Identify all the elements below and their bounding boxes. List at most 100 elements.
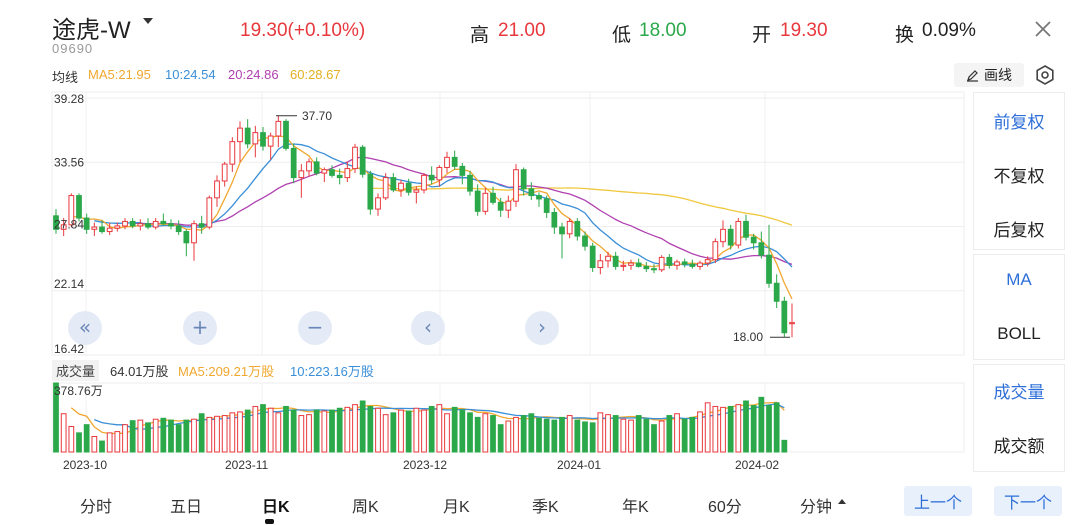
- stock-name[interactable]: 途虎-W: [52, 17, 131, 44]
- volume-bar: [359, 400, 366, 453]
- volume-bar: [160, 417, 167, 453]
- kline-chart[interactable]: 39.28 33.56 27.84 22.14 16.42 2023-10 2023-11 2…: [0, 85, 975, 485]
- fq-none-option[interactable]: 不复权: [993, 167, 1045, 186]
- zoom-out-icon[interactable]: −: [298, 311, 332, 345]
- next-stock-button[interactable]: 下一个: [994, 486, 1062, 516]
- tab-month-k[interactable]: 月K: [443, 499, 470, 516]
- tab-minute[interactable]: 分钟: [800, 499, 833, 516]
- candle-body: [513, 169, 519, 202]
- fq-front-option[interactable]: 前复权: [993, 113, 1045, 132]
- chart-nav-controls[interactable]: « + − ‹ ›: [68, 311, 559, 345]
- candle-body: [145, 223, 151, 228]
- volume-bar: [720, 406, 726, 453]
- candle-body: [666, 256, 673, 266]
- candle-body: [436, 166, 443, 181]
- volume-bar: [313, 409, 320, 453]
- settings-icon[interactable]: [1034, 64, 1056, 86]
- volume-bar: [352, 404, 358, 453]
- volume-bar: [244, 409, 251, 453]
- volume-value: 64.01万股: [110, 364, 169, 379]
- volume-bar: [53, 382, 59, 453]
- pan-right-icon[interactable]: ›: [525, 311, 559, 345]
- candle-body: [451, 156, 458, 167]
- volume-bar: [589, 422, 596, 453]
- candle-body: [459, 165, 466, 176]
- pan-left-icon-glyph: ‹: [424, 315, 432, 339]
- candle-body: [727, 228, 734, 246]
- candle-body: [321, 169, 328, 174]
- volume-bar: [597, 412, 604, 453]
- tab-year-k[interactable]: 年K: [622, 499, 649, 516]
- draw-line-button[interactable]: 画线: [954, 63, 1024, 87]
- volume-title: 成交量: [52, 360, 100, 381]
- volume-bar: [505, 420, 512, 453]
- candle-body: [290, 147, 297, 179]
- volume-bar: [490, 415, 496, 453]
- volume-bar: [750, 405, 757, 453]
- candle-body: [352, 146, 358, 170]
- volume-bar: [467, 412, 473, 453]
- tab-quarter-k[interactable]: 季K: [532, 499, 559, 516]
- volume-bar: [114, 431, 121, 453]
- candle-body: [497, 201, 504, 211]
- rewind-icon-glyph: «: [79, 315, 91, 339]
- price-tick-label: 39.28: [54, 92, 84, 106]
- candle-body: [106, 227, 113, 233]
- candle-body: [697, 262, 703, 267]
- pan-left-icon[interactable]: ‹: [411, 311, 445, 345]
- tab-day-k[interactable]: 日K: [262, 499, 290, 516]
- draw-line-label: 画线: [984, 67, 1012, 83]
- candle-body: [137, 223, 144, 227]
- volume-bar: [712, 405, 719, 453]
- volume-bar: [129, 420, 136, 453]
- prev-stock-button[interactable]: 上一个: [904, 486, 972, 516]
- candle-body: [221, 163, 228, 182]
- volume-bar: [76, 432, 82, 453]
- volume-bar: [735, 404, 742, 453]
- indicator-ma-option[interactable]: MA: [1006, 270, 1032, 289]
- indicator-boll-option[interactable]: BOLL: [997, 324, 1041, 343]
- candle-body: [612, 255, 619, 267]
- stock-switch-caret-icon[interactable]: [143, 18, 153, 24]
- volume-bar: [175, 424, 182, 453]
- subchart-amount-option[interactable]: 成交额: [993, 437, 1045, 456]
- volume-bar: [275, 412, 282, 453]
- subchart-volume-option[interactable]: 成交量: [993, 383, 1045, 402]
- volume-bar: [298, 415, 305, 453]
- candle-body: [704, 259, 711, 264]
- tab-five-day[interactable]: 五日: [170, 499, 203, 516]
- tab-week-k[interactable]: 周K: [352, 499, 379, 516]
- candle-body: [83, 217, 90, 230]
- candle-body: [536, 195, 542, 200]
- volume-bar: [543, 418, 550, 453]
- volume-bar: [758, 396, 765, 453]
- minute-caret-icon[interactable]: [838, 499, 846, 504]
- volume-bar: [237, 411, 243, 453]
- candle-body: [122, 220, 128, 227]
- candle-body: [620, 264, 627, 267]
- tab-intraday[interactable]: 分时: [80, 499, 113, 516]
- close-icon[interactable]: [1032, 18, 1054, 40]
- rewind-icon[interactable]: «: [68, 311, 102, 345]
- candle-body: [91, 226, 98, 230]
- zoom-out-icon-bg: [298, 311, 332, 345]
- candle-body: [68, 195, 75, 226]
- volume-bar: [145, 422, 151, 453]
- candle-body: [574, 220, 581, 237]
- tab-60min[interactable]: 60分: [708, 499, 742, 516]
- candle-body: [421, 174, 427, 191]
- date-tick-label: 2024-02: [735, 458, 779, 472]
- volume-bar: [229, 412, 236, 453]
- indicator-group: [973, 254, 1065, 360]
- volume-bar: [122, 424, 128, 453]
- volume-bar: [329, 409, 335, 453]
- ma5-line: [71, 135, 793, 300]
- candle-body: [605, 255, 611, 262]
- candle-body: [543, 198, 550, 213]
- volume-bar: [252, 405, 259, 453]
- pan-left-icon-bg: [411, 311, 445, 345]
- volume-bar: [206, 416, 213, 453]
- fq-back-option[interactable]: 后复权: [993, 221, 1045, 240]
- zoom-in-icon[interactable]: +: [183, 311, 217, 345]
- zoom-in-icon-glyph: +: [192, 315, 209, 339]
